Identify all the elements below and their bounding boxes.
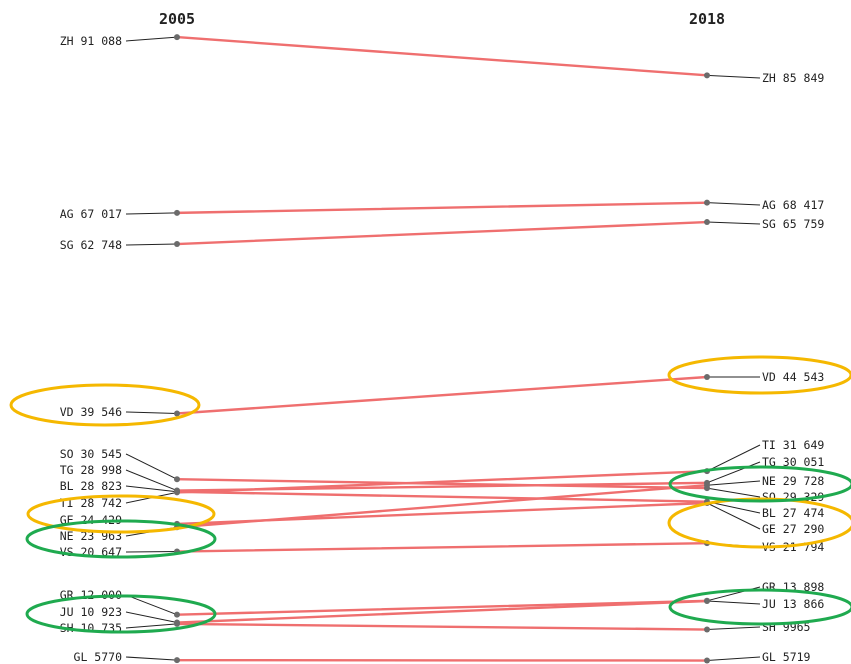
points <box>174 34 710 663</box>
label-2005-gl: GL 5770 <box>74 650 123 664</box>
leader-2005-gl <box>126 657 177 660</box>
leader-2018-zh <box>707 75 760 78</box>
leader-2005-sg <box>126 244 177 245</box>
point-2005-sh <box>174 621 180 627</box>
label-leaders <box>126 37 760 660</box>
column-title-2018: 2018 <box>689 10 725 28</box>
leader-2018-tg <box>707 462 760 483</box>
slope-line-sh <box>177 624 707 630</box>
label-2018-sg: SG 65 759 <box>762 217 824 231</box>
highlight-ellipses <box>11 357 851 632</box>
label-2018-ag: AG 68 417 <box>762 198 824 212</box>
leader-2005-zh <box>126 37 177 41</box>
leader-2005-bl <box>126 486 177 492</box>
leader-2018-ju <box>707 601 760 604</box>
point-2005-gr <box>174 612 180 618</box>
slope-line-sg <box>177 222 707 244</box>
slope-lines <box>177 37 707 660</box>
label-2018-ne: NE 29 728 <box>762 474 824 488</box>
label-2005-so: SO 30 545 <box>60 447 122 461</box>
label-2005-sg: SG 62 748 <box>60 238 122 252</box>
point-2005-vd <box>174 410 180 416</box>
label-2018-gl: GL 5719 <box>762 650 811 664</box>
point-2018-vd <box>704 374 710 380</box>
leader-2005-sh <box>126 624 177 628</box>
label-2005-bl: BL 28 823 <box>60 479 122 493</box>
point-2005-zh <box>174 34 180 40</box>
leader-2005-vd <box>126 412 177 413</box>
point-2018-gl <box>704 658 710 664</box>
point-2018-ju <box>704 598 710 604</box>
column-title-2005: 2005 <box>159 10 195 28</box>
slope-line-zh <box>177 37 707 75</box>
slope-line-ti <box>177 471 707 492</box>
slope-line-vd <box>177 377 707 413</box>
label-2005-tg: TG 28 998 <box>60 463 122 477</box>
leader-2005-ju <box>126 612 177 623</box>
leader-2005-ag <box>126 213 177 214</box>
leader-2018-ag <box>707 203 760 205</box>
leader-2018-gl <box>707 657 760 661</box>
leader-2018-sh <box>707 627 760 630</box>
leader-2005-so <box>126 454 177 479</box>
label-2018-ti: TI 31 649 <box>762 438 824 452</box>
leader-2018-ne <box>707 481 760 485</box>
point-2005-ag <box>174 210 180 216</box>
slope-line-ag <box>177 203 707 213</box>
label-2005-ag: AG 67 017 <box>60 207 122 221</box>
slope-line-bl <box>177 492 707 502</box>
point-2018-sh <box>704 627 710 633</box>
point-2018-ne <box>704 482 710 488</box>
point-2005-ti <box>174 489 180 495</box>
label-2018-ge: GE 27 290 <box>762 522 824 536</box>
point-2018-sg <box>704 219 710 225</box>
point-2005-so <box>174 476 180 482</box>
leader-2018-sg <box>707 222 760 224</box>
slope-line-vs <box>177 543 707 551</box>
leader-2005-tg <box>126 470 177 491</box>
label-2018-vd: VD 44 543 <box>762 370 824 384</box>
label-2005-vd: VD 39 546 <box>60 405 122 419</box>
point-2018-ag <box>704 200 710 206</box>
label-2005-ju: JU 10 923 <box>60 605 122 619</box>
point-labels: ZH 91 088 ZH 85 849 AG 67 017 AG 68 417 SG 6… <box>60 34 825 664</box>
point-2018-zh <box>704 72 710 78</box>
point-2005-sg <box>174 241 180 247</box>
leader-2018-so <box>707 488 760 497</box>
label-2018-ju: JU 13 866 <box>762 597 824 611</box>
label-2018-bl: BL 27 474 <box>762 506 824 520</box>
point-2005-gl <box>174 657 180 663</box>
label-2005-zh: ZH 91 088 <box>60 34 122 48</box>
label-2018-zh: ZH 85 849 <box>762 71 824 85</box>
